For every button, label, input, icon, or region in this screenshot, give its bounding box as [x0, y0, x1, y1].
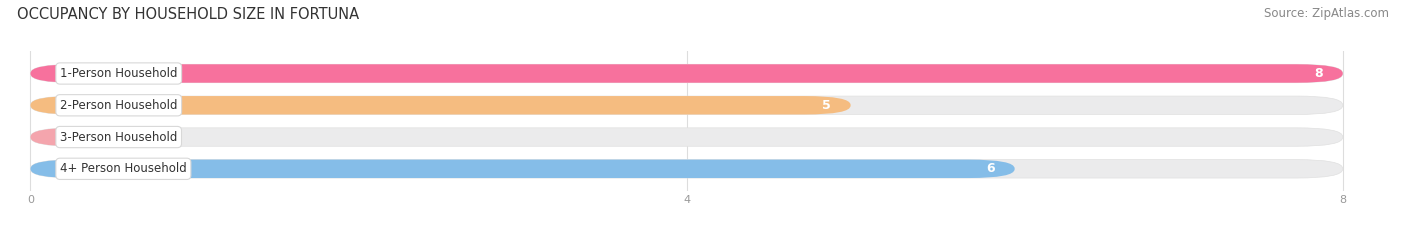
FancyBboxPatch shape	[31, 160, 1015, 178]
Text: 8: 8	[1315, 67, 1323, 80]
Text: 6: 6	[987, 162, 995, 175]
Text: 4+ Person Household: 4+ Person Household	[60, 162, 187, 175]
FancyBboxPatch shape	[31, 128, 1343, 146]
Text: 1-Person Household: 1-Person Household	[60, 67, 177, 80]
Text: 0: 0	[138, 130, 145, 144]
FancyBboxPatch shape	[31, 64, 1343, 83]
FancyBboxPatch shape	[31, 128, 121, 146]
FancyBboxPatch shape	[31, 96, 1343, 114]
Text: 3-Person Household: 3-Person Household	[60, 130, 177, 144]
FancyBboxPatch shape	[31, 160, 1343, 178]
Text: 2-Person Household: 2-Person Household	[60, 99, 177, 112]
Text: 5: 5	[823, 99, 831, 112]
Text: Source: ZipAtlas.com: Source: ZipAtlas.com	[1264, 7, 1389, 20]
Text: OCCUPANCY BY HOUSEHOLD SIZE IN FORTUNA: OCCUPANCY BY HOUSEHOLD SIZE IN FORTUNA	[17, 7, 359, 22]
FancyBboxPatch shape	[31, 64, 1343, 83]
FancyBboxPatch shape	[31, 96, 851, 114]
